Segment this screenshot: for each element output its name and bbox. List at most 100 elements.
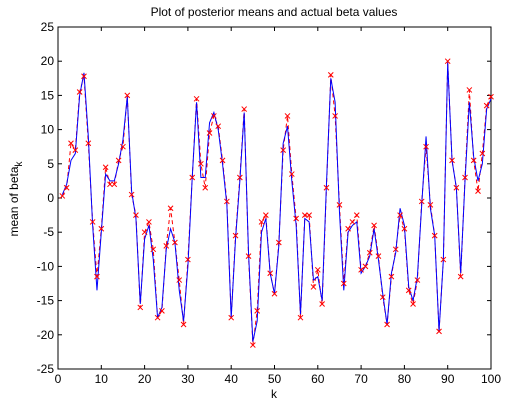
x-marker: [146, 219, 152, 225]
series-layer: [59, 58, 494, 348]
x-marker: [211, 113, 217, 119]
x-marker: [141, 229, 148, 236]
x-marker: [371, 222, 377, 229]
x-marker: [193, 95, 200, 102]
x-marker: [249, 342, 256, 348]
x-marker: [444, 58, 451, 65]
x-tick-label: 70: [354, 372, 368, 386]
x-marker: [306, 212, 312, 218]
x-marker: [384, 321, 390, 328]
x-marker: [423, 143, 429, 150]
x-marker: [120, 143, 126, 150]
x-marker: [228, 314, 235, 321]
y-axis-label: mean of betak: [7, 160, 25, 236]
y-tick-label: 20: [41, 54, 55, 68]
x-marker: [327, 72, 334, 78]
x-marker: [475, 188, 481, 195]
y-axis-label-subscript: k: [14, 160, 25, 166]
x-marker: [59, 193, 66, 199]
x-marker: [319, 301, 325, 307]
x-marker: [366, 249, 373, 256]
x-marker: [219, 157, 226, 164]
x-marker: [128, 191, 135, 198]
x-marker: [470, 157, 477, 164]
x-marker: [353, 212, 360, 218]
x-marker: [310, 284, 317, 290]
x-marker: [340, 280, 347, 287]
x-marker: [332, 113, 338, 119]
x-marker: [405, 287, 412, 294]
y-axis-label-group: mean of betak: [7, 160, 25, 236]
x-marker: [159, 308, 165, 314]
x-marker: [115, 157, 122, 164]
x-marker: [107, 181, 113, 188]
x-tick-label: 90: [441, 372, 455, 386]
x-marker: [137, 304, 144, 311]
x-marker: [297, 314, 304, 321]
x-tick-label: 60: [311, 372, 325, 386]
y-tick-label: 5: [47, 157, 54, 171]
y-axis-ticks: 25 20 15 10 5 0 -5 -10 -15 -20 -25: [37, 20, 491, 376]
x-marker: [262, 212, 269, 218]
x-marker: [81, 73, 87, 80]
x-marker: [284, 113, 291, 119]
y-tick-label: 10: [41, 123, 55, 137]
x-marker: [449, 157, 455, 164]
x-marker: [185, 256, 191, 263]
x-marker: [436, 328, 442, 335]
x-marker: [301, 212, 308, 218]
x-marker: [76, 89, 83, 95]
x-marker: [280, 147, 287, 153]
x-marker: [102, 164, 109, 171]
x-marker: [215, 123, 222, 130]
x-marker: [63, 184, 70, 191]
x-marker: [68, 140, 74, 147]
x-marker: [237, 174, 243, 181]
y-axis-label-main: mean of beta: [7, 166, 21, 236]
x-marker: [258, 219, 265, 225]
x-marker: [111, 181, 118, 188]
x-marker: [358, 266, 364, 273]
x-marker: [241, 106, 248, 112]
x-marker: [206, 130, 213, 136]
x-marker: [379, 294, 386, 301]
x-marker: [267, 270, 274, 277]
x-marker: [388, 273, 395, 280]
x-marker: [293, 215, 300, 222]
x-marker: [254, 308, 261, 314]
x-tick-label: 40: [225, 372, 239, 386]
x-marker: [172, 239, 178, 246]
x-tick-label: 10: [95, 372, 109, 386]
x-marker: [189, 174, 196, 181]
x-marker: [133, 212, 139, 218]
axes-box: [57, 26, 492, 370]
x-marker: [163, 243, 170, 249]
y-tick-label: 0: [47, 191, 54, 205]
x-marker: [94, 273, 100, 280]
x-marker: [453, 184, 460, 191]
x-marker: [154, 314, 161, 321]
x-marker: [245, 253, 252, 259]
x-tick-label: 80: [398, 372, 412, 386]
x-tick-label: 0: [55, 372, 62, 386]
y-tick-label: 25: [41, 20, 55, 34]
x-marker: [202, 184, 209, 191]
x-marker: [414, 277, 421, 283]
x-tick-label: 30: [181, 372, 195, 386]
x-tick-label: 100: [481, 372, 501, 386]
x-marker: [314, 266, 321, 273]
x-marker: [479, 150, 486, 157]
x-marker: [397, 212, 403, 218]
x-marker: [275, 239, 282, 246]
x-marker: [418, 198, 425, 205]
x-marker: [375, 253, 382, 259]
x-marker: [362, 263, 369, 270]
x-marker: [427, 201, 434, 208]
y-tick-label: -10: [37, 259, 55, 273]
x-marker: [180, 321, 187, 328]
x-marker: [440, 256, 447, 263]
x-marker: [224, 198, 230, 205]
y-tick-label: -15: [37, 294, 55, 308]
